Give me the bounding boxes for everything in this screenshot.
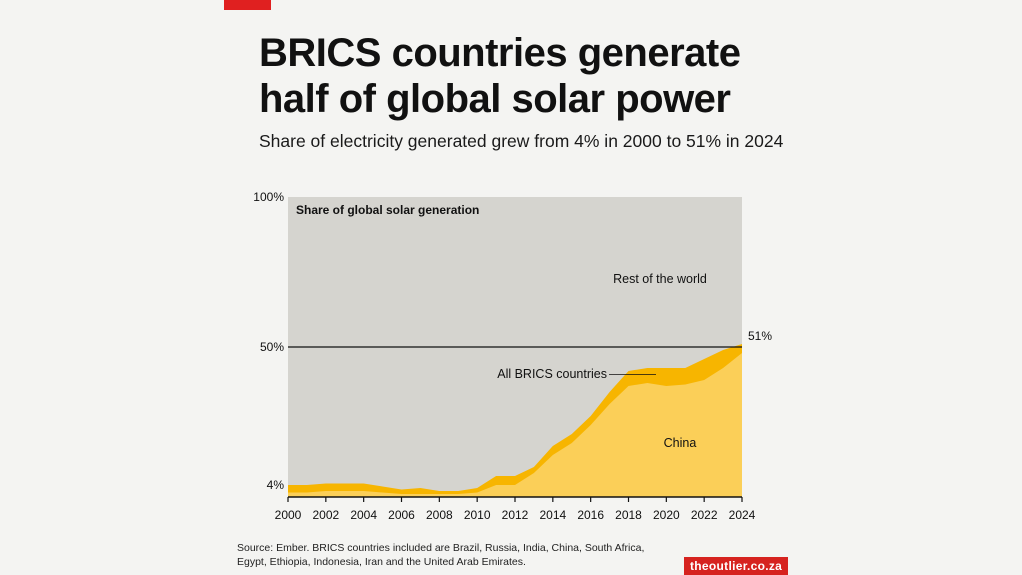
x-tick-label-2024: 2024 <box>729 508 756 522</box>
label-all-brics: All BRICS countries <box>497 367 607 381</box>
brand-logo[interactable]: theoutlier.co.za <box>684 557 789 575</box>
y-tick-label-4: 4% <box>267 478 285 492</box>
china-area <box>288 353 742 497</box>
x-tick-label-2022: 2022 <box>691 508 718 522</box>
label-china: China <box>664 436 697 450</box>
chart-title: Share of global solar generation <box>296 203 479 217</box>
y-tick-label-50: 50% <box>260 340 284 354</box>
source-note: Source: Ember. BRICS countries included … <box>237 541 697 569</box>
x-tick-label-2018: 2018 <box>615 508 642 522</box>
top-accent-bar <box>224 0 271 10</box>
x-tick-label-2014: 2014 <box>539 508 566 522</box>
title-line-1: BRICS countries generate <box>259 31 741 75</box>
x-tick-label-2002: 2002 <box>312 508 339 522</box>
page-title: BRICS countries generate half of global … <box>259 30 939 122</box>
x-tick-label-2004: 2004 <box>350 508 377 522</box>
x-tick-label-2008: 2008 <box>426 508 453 522</box>
subtitle: Share of electricity generated grew from… <box>259 131 784 151</box>
end-value-label: 51% <box>748 329 772 343</box>
source-line-1: Source: Ember. BRICS countries included … <box>237 542 645 554</box>
y-tick-label-100: 100% <box>253 190 284 204</box>
x-tick-label-2020: 2020 <box>653 508 680 522</box>
label-rest-of-world: Rest of the world <box>613 272 707 286</box>
source-line-2: Egypt, Ethiopia, Indonesia, Iran and the… <box>237 556 526 568</box>
x-tick-label-2016: 2016 <box>577 508 604 522</box>
x-tick-label-2010: 2010 <box>464 508 491 522</box>
title-line-2: half of global solar power <box>259 77 731 121</box>
x-tick-label-2006: 2006 <box>388 508 415 522</box>
x-tick-label-2000: 2000 <box>275 508 302 522</box>
x-tick-label-2012: 2012 <box>502 508 529 522</box>
